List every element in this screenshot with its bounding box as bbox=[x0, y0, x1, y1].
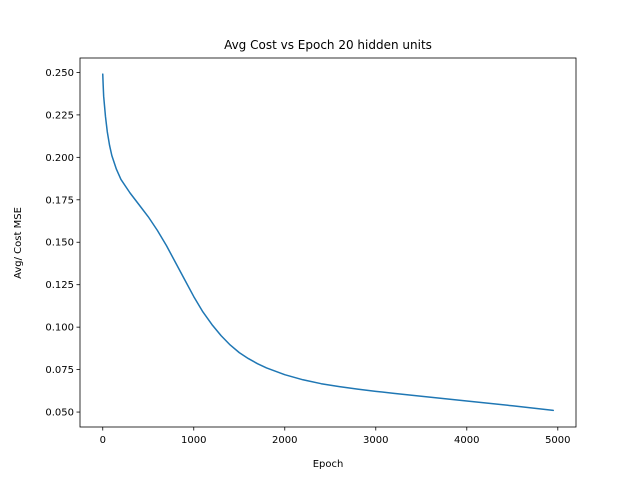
y-tick-label: 0.250 bbox=[45, 68, 74, 79]
x-tick-label: 2000 bbox=[272, 435, 297, 446]
y-axis: 0.050 0.075 0.100 0.125 0.150 0.175 0.200 0.225… bbox=[45, 68, 80, 419]
chart-title: Avg Cost vs Epoch 20 hidden units bbox=[224, 38, 432, 52]
series-line-0 bbox=[102, 73, 554, 412]
y-tick-label: 0.175 bbox=[45, 195, 74, 206]
x-tick-label: 3000 bbox=[363, 435, 388, 446]
y-tick-label: 0.125 bbox=[45, 280, 74, 291]
y-tick-label: 0.200 bbox=[45, 153, 74, 164]
y-tick-label: 0.075 bbox=[45, 365, 74, 376]
x-tick-label: 0 bbox=[100, 435, 106, 446]
x-axis-label: Epoch bbox=[313, 459, 344, 470]
x-tick-label: 4000 bbox=[454, 435, 479, 446]
y-tick-label: 0.050 bbox=[45, 408, 74, 419]
x-axis: 0 1000 2000 3000 4000 5000 bbox=[100, 427, 571, 446]
y-tick-label: 0.150 bbox=[45, 238, 74, 249]
x-tick-label: 5000 bbox=[545, 435, 570, 446]
y-axis-label: Avg/ Cost MSE bbox=[13, 207, 24, 279]
y-tick-label: 0.100 bbox=[45, 323, 74, 334]
y-tick-label: 0.225 bbox=[45, 110, 74, 121]
x-tick-label: 1000 bbox=[181, 435, 206, 446]
